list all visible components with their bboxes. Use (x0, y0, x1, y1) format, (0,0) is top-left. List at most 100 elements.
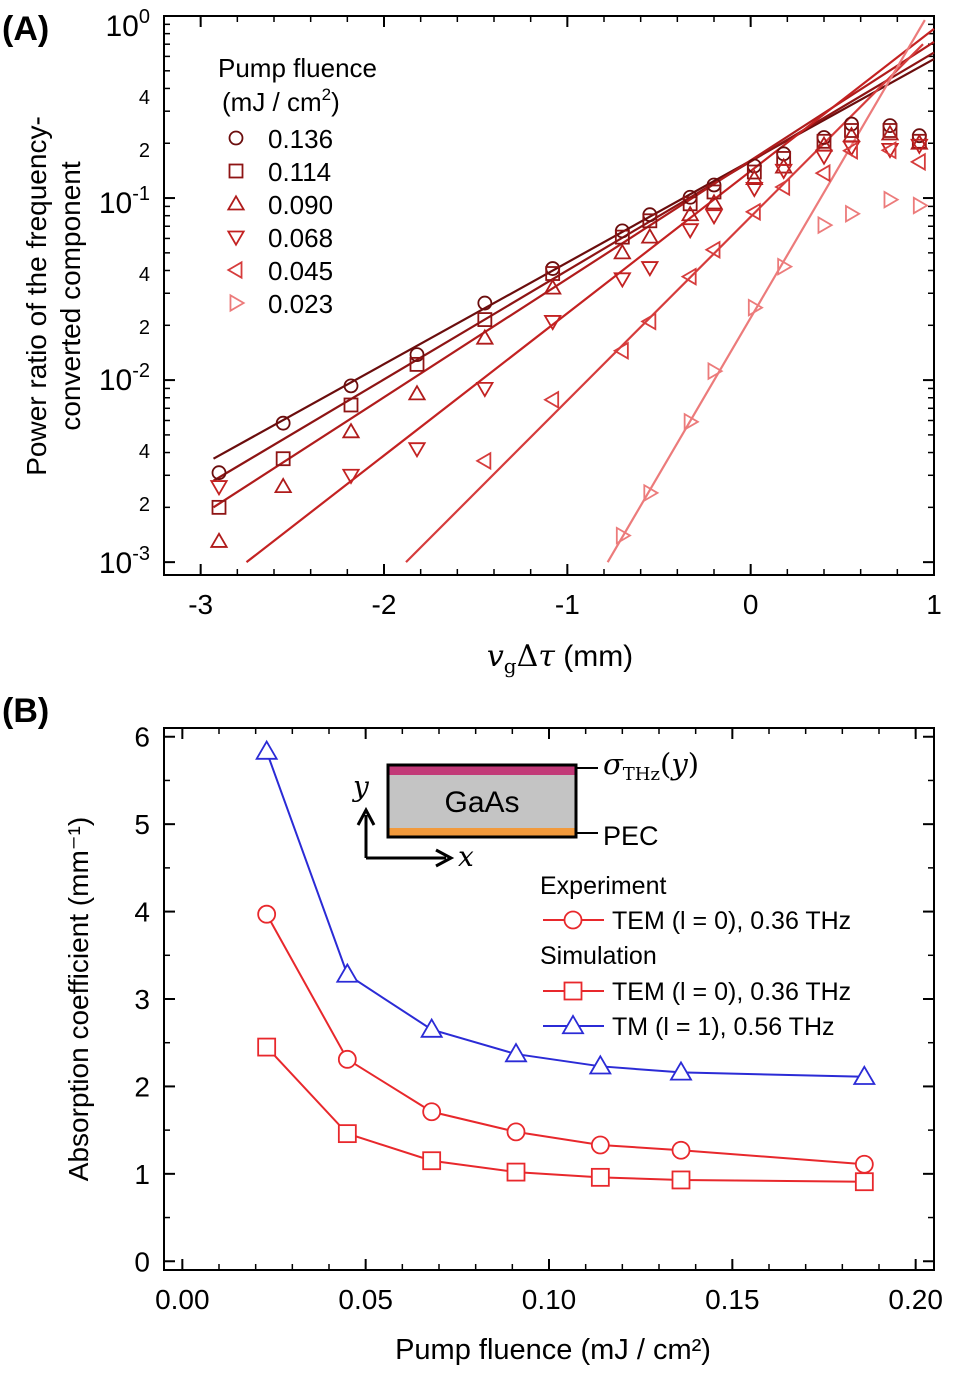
panel-b-point-simulation-square (422, 1151, 442, 1171)
panel-a-point-0.114 (409, 356, 425, 372)
panel-b-point-simulation-square (506, 1162, 526, 1182)
panel-a-fit-line-0.068 (245, 27, 935, 564)
panel-a-plot-frame (163, 15, 935, 576)
panel-a-legend-marker-0.045 (226, 260, 243, 280)
panel-a-ytick-1e-3: 10-3 (99, 543, 150, 580)
panel-b-legend: TEM (l = 0), 0.36 THz TEM (l = 0), 0.36 T… (543, 907, 851, 1041)
panel-a-point-0.068 (613, 272, 632, 289)
panel-a-point-0.023 (747, 298, 764, 317)
panel-a-point-0.114 (343, 397, 359, 413)
panel-b-xtick-label: 0.05 (338, 1284, 393, 1315)
panel-a-point-0.090 (341, 422, 361, 439)
panel-a-xtick-labels: -3 -2 -1 0 1 (188, 589, 942, 620)
inset-pec-layer (388, 828, 576, 837)
panel-a-point-0.114 (706, 184, 722, 200)
inset-conductivity-layer (388, 765, 576, 775)
panel-a-point-0.114 (275, 451, 291, 467)
panel-a-point-0.068 (475, 382, 495, 398)
panel-a-point-0.023 (683, 412, 700, 432)
panel-b-point-simulation-triangle-up (588, 1054, 612, 1075)
panel-a-point-0.045 (612, 341, 629, 360)
panel-b-xtick-label: 0.20 (888, 1284, 943, 1315)
panel-b-data-points (255, 739, 876, 1192)
panel-a-point-0.068 (880, 142, 900, 159)
panel-a-ylabel-line1: Power ratio of the frequency- (21, 116, 52, 476)
panel-a-point-0.045 (842, 141, 858, 160)
panel-a-point-0.045 (880, 141, 897, 160)
panel-a-point-0.068 (341, 468, 361, 485)
panel-a-point-0.090 (209, 531, 229, 548)
panel-a-fit-line-0.136 (212, 58, 935, 460)
panel-a-fit-line-0.114 (212, 51, 935, 482)
panel-a-point-0.090 (745, 169, 764, 185)
panel-b-point-experiment-circle (854, 1154, 874, 1174)
panel-b-ytick-labels: 0 1 2 3 4 5 6 (134, 722, 150, 1278)
panel-b-point-experiment-circle (506, 1122, 526, 1142)
panel-a-point-0.045 (680, 267, 697, 286)
panel-b-legend-label-2: TM (l = 1), 0.56 THz (612, 1013, 835, 1041)
panel-a-point-0.045 (774, 177, 791, 197)
panel-a-point-0.068 (640, 261, 660, 278)
panel-b-point-simulation-square (854, 1172, 874, 1192)
panel-a-legend-label-0.045: 0.045 (268, 256, 333, 286)
panel-a-legend-title-line2: (mJ / cm2) (222, 85, 340, 117)
panel-a-fit-line-0.090 (212, 41, 935, 509)
panel-b-point-experiment-circle (422, 1102, 442, 1122)
panel-a-point-0.114 (477, 312, 493, 327)
panel-b-ytick-label: 0 (134, 1246, 150, 1277)
panel-a-label: (A) (2, 10, 49, 48)
panel-a-point-0.090 (475, 328, 495, 345)
panel-a-legend-marker-0.136 (228, 130, 244, 146)
panel-b-legend-experiment: Experiment (540, 872, 666, 900)
panel-a-point-0.068 (910, 138, 929, 155)
inset-x-label: x (458, 840, 474, 873)
panel-a-ytick-4e-1: 4 (139, 87, 150, 109)
inset-y-label: y (351, 770, 370, 803)
panel-a-point-0.090 (273, 477, 293, 494)
panel-a-xtick-label: 0 (743, 589, 759, 620)
panel-a-ytick-2e-3: 2 (139, 494, 150, 516)
panel-a-point-0.090 (910, 133, 929, 150)
panel-a-point-0.090 (704, 193, 724, 210)
panel-b-line-simulation-square (265, 1046, 865, 1183)
panel-a-point-0.136 (275, 415, 291, 431)
panel-a-ytick-1e0: 100 (106, 6, 151, 43)
panel-a-ytick-4e-3: 4 (139, 441, 150, 463)
panel-b-legend-marker-0 (563, 910, 583, 930)
panel-a-legend-label-0.090: 0.090 (268, 190, 333, 220)
panel-a-fit-line-0.023 (606, 19, 926, 563)
panel-b-point-simulation-triangle-up (420, 1017, 444, 1038)
panel-b-ytick-label: 4 (134, 897, 150, 928)
panel-b-ticks (164, 728, 934, 1270)
panel-b-xtick-label: 0.15 (705, 1284, 760, 1315)
panel-a-data-points (209, 116, 929, 548)
inset-y-arrowhead (356, 806, 376, 826)
panel-a-xtick-label: -1 (555, 589, 580, 620)
panel-b-point-simulation-triangle-up (852, 1064, 876, 1085)
panel-a-point-0.090 (774, 157, 793, 174)
panel-a-xlabel: vgΔτ (mm) (487, 639, 633, 678)
panel-a-point-0.045 (640, 312, 657, 331)
panel-b-xtick-labels: 0.00 0.05 0.10 0.15 0.20 (155, 1284, 943, 1315)
panel-a-point-0.114 (746, 164, 762, 180)
panel-a-point-0.090 (680, 205, 700, 222)
panel-a-point-0.090 (613, 243, 632, 260)
panel-a-point-0.045 (744, 202, 761, 222)
panel-a-point-0.114 (642, 213, 658, 229)
panel-b-xlabel: Pump fluence (mJ / cm²) (395, 1334, 711, 1366)
panel-a-fit-lines (212, 19, 935, 564)
panel-a-legend-marker-0.023 (229, 293, 246, 313)
panel-b-legend-marker-2 (561, 1014, 585, 1035)
panel-a-xtick-label: -2 (372, 589, 397, 620)
panel-a-point-0.136 (477, 295, 493, 311)
panel-b-xtick-label: 0.00 (155, 1284, 210, 1315)
panel-a-point-0.023 (817, 215, 834, 235)
panel-b-legend-label-0: TEM (l = 0), 0.36 THz (612, 907, 851, 935)
panel-b-ytick-label: 1 (134, 1159, 150, 1190)
panel-a-point-0.023 (912, 196, 929, 215)
inset-x-arrowhead (435, 848, 455, 868)
panel-a-point-0.090 (407, 384, 427, 401)
panel-b-point-simulation-triangle-up (504, 1042, 528, 1063)
panel-a-ytick-1e-2: 10-2 (99, 360, 150, 397)
